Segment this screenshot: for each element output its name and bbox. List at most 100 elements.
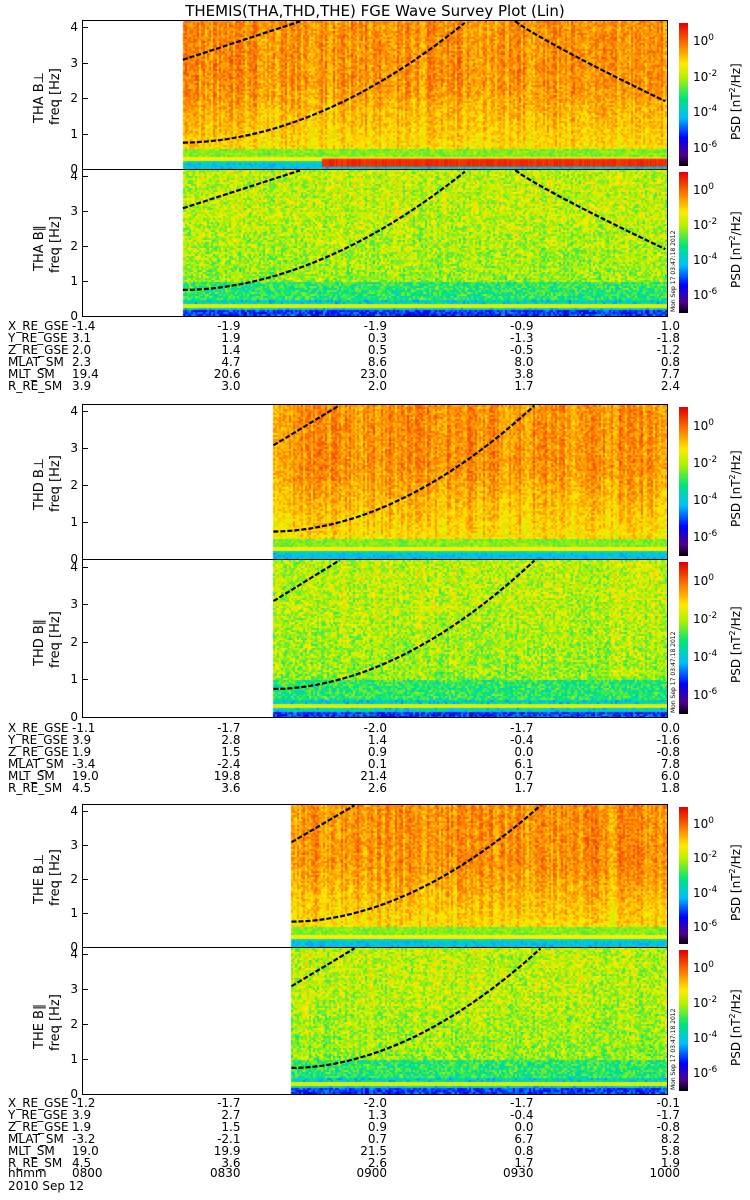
freq-tick-label: 3 xyxy=(70,982,78,996)
ephemeris-value: 2.7 xyxy=(221,1108,241,1122)
colorbar-gradient xyxy=(679,172,688,313)
panel-unit-label: freq [Hz] xyxy=(48,215,63,273)
freq-tick-label: 2 xyxy=(70,871,78,886)
panel-ylabel: THD B∥ xyxy=(32,618,47,666)
ephemeris-value: -3.4 xyxy=(72,757,96,771)
freq-tick-mark xyxy=(82,1059,88,1060)
ephemeris-value: -1.7 xyxy=(217,1096,241,1110)
ephemeris-value: 2.0 xyxy=(72,343,92,357)
freq-tick-label: 1 xyxy=(70,905,78,920)
freq-tick-mark xyxy=(82,316,88,317)
ephemeris-value: -1.7 xyxy=(510,721,534,735)
colorbar xyxy=(679,807,688,944)
ephemeris-value: -2.4 xyxy=(217,757,241,771)
ephemeris-value: 0.8 xyxy=(660,355,680,369)
ephemeris-value: 4.7 xyxy=(221,355,241,369)
ephemeris-row-name: X_RE_GSE xyxy=(8,1096,69,1110)
ephemeris-value: 1.5 xyxy=(221,1120,241,1134)
time-tick-label: 0900 xyxy=(356,1166,387,1180)
colorbar xyxy=(679,950,688,1091)
freq-tick-label: 1 xyxy=(70,126,78,141)
ephemeris-value: -1.9 xyxy=(217,319,241,333)
ephemeris-value: 1.5 xyxy=(221,745,241,759)
freq-tick-mark xyxy=(82,448,88,450)
freq-tick-mark xyxy=(82,566,88,568)
gyrofrequency-curves xyxy=(290,805,542,923)
freq-tick-label: 3 xyxy=(70,837,78,852)
panel-ylabel: THA B⊥ xyxy=(32,71,47,123)
ephemeris-value: 1.7 xyxy=(514,1156,534,1170)
ephemeris-value: 8.0 xyxy=(514,355,534,369)
ephemeris-value: 23.0 xyxy=(360,367,387,381)
ephemeris-row-name: MLT_SM xyxy=(8,1144,55,1158)
ephemeris-row-name: Z_RE_GSE xyxy=(8,1120,69,1134)
colorbar-gradient xyxy=(679,950,688,1091)
gyrofrequency-curves xyxy=(272,560,536,691)
chart-title: THEMIS(THA,THD,THE) FGE Wave Survey Plot… xyxy=(185,2,565,20)
ephemeris-value: 0.8 xyxy=(514,1144,534,1158)
ephemeris-value: 3.9 xyxy=(72,1108,92,1122)
freq-tick-label: 3 xyxy=(70,597,78,612)
ephemeris-value: -0.9 xyxy=(510,319,534,333)
freq-tick-mark xyxy=(82,912,88,914)
colorbar-tick-label: 10-6 xyxy=(693,287,718,303)
ephemeris-value: -0.1 xyxy=(656,1096,680,1110)
colorbar-tick-label: 100 xyxy=(693,417,715,433)
colorbar-gradient xyxy=(679,407,688,556)
panel-ylabel: THA B∥ xyxy=(32,224,47,271)
ephemeris-value: 21.5 xyxy=(360,1144,387,1158)
colorbar-gradient xyxy=(679,807,688,944)
ephemeris-value: 5.8 xyxy=(660,1144,680,1158)
colorbar-tick-label: 10-6 xyxy=(693,529,718,545)
time-tick-label: 0800 xyxy=(72,1166,103,1180)
colorbar-tick-label: 10-2 xyxy=(693,68,718,84)
ephemeris-value: 0.3 xyxy=(367,331,387,345)
ephemeris-row-name: MLT_SM xyxy=(8,367,55,381)
gyrofrequency-curve xyxy=(182,21,666,144)
ephemeris-value: 1.4 xyxy=(367,733,387,747)
panel-unit-label: freq [Hz] xyxy=(48,611,63,668)
freq-tick-label: 3 xyxy=(70,204,78,218)
ephemeris-value: 19.0 xyxy=(72,769,99,783)
colorbar-label: PSD [nT2/Hz] xyxy=(728,843,743,921)
panel-unit-label: freq [Hz] xyxy=(48,993,63,1051)
ephemeris-value: -1.2 xyxy=(72,1096,96,1110)
colorbar-tick-label: 10-2 xyxy=(693,611,718,626)
colorbar xyxy=(679,23,688,166)
freq-tick-mark xyxy=(82,641,88,643)
ephemeris-row-name: X_RE_GSE xyxy=(8,721,69,735)
ephemeris-value: 4.5 xyxy=(72,781,92,795)
colorbar-tick-label: 100 xyxy=(693,181,715,197)
colorbar-tick-label: 10-4 xyxy=(693,252,718,268)
freq-tick-mark xyxy=(82,281,88,282)
spectrogram-panel-thd-par xyxy=(82,559,668,718)
ephemeris-value: -1.6 xyxy=(656,733,680,747)
ephemeris-row-name: Z_RE_GSE xyxy=(8,745,69,759)
colorbar-tick-label: 10-6 xyxy=(693,918,718,934)
ephemeris-value: 0.7 xyxy=(367,1132,387,1146)
ephemeris-value: 6.1 xyxy=(514,757,534,771)
freq-tick-mark xyxy=(82,679,88,681)
ephemeris-value: -1.7 xyxy=(510,1096,534,1110)
freq-tick-label: 4 xyxy=(70,169,78,183)
ephemeris-value: 0.0 xyxy=(660,721,680,735)
ephemeris-value: 1.7 xyxy=(514,379,534,393)
colorbar-gradient xyxy=(679,23,688,166)
freq-tick-label: 1 xyxy=(70,274,78,288)
ephemeris-value: 0.0 xyxy=(514,1120,534,1134)
colorbar-tick-label: 10-4 xyxy=(693,104,718,120)
ephemeris-row-name: MLAT_SM xyxy=(8,1132,64,1146)
time-tick-label: 0830 xyxy=(209,1166,241,1180)
panel-ylabel: THD B⊥ xyxy=(32,457,47,510)
ephemeris-value: 0.9 xyxy=(367,745,387,759)
freq-tick-label: 1 xyxy=(70,672,78,687)
colorbar-tick-label: 10-2 xyxy=(693,850,718,866)
creation-timestamp: Mon Sep 17 03:47:18 2012 xyxy=(670,1008,677,1090)
ephemeris-value: 1.9 xyxy=(660,1156,680,1170)
freq-tick-label: 0 xyxy=(70,552,78,566)
colorbar xyxy=(679,172,688,313)
freq-tick-mark xyxy=(82,485,88,487)
ephemeris-value: -1.1 xyxy=(72,721,96,735)
ephemeris-value: 3.8 xyxy=(514,367,534,381)
ephemeris-value: -1.7 xyxy=(217,721,241,735)
